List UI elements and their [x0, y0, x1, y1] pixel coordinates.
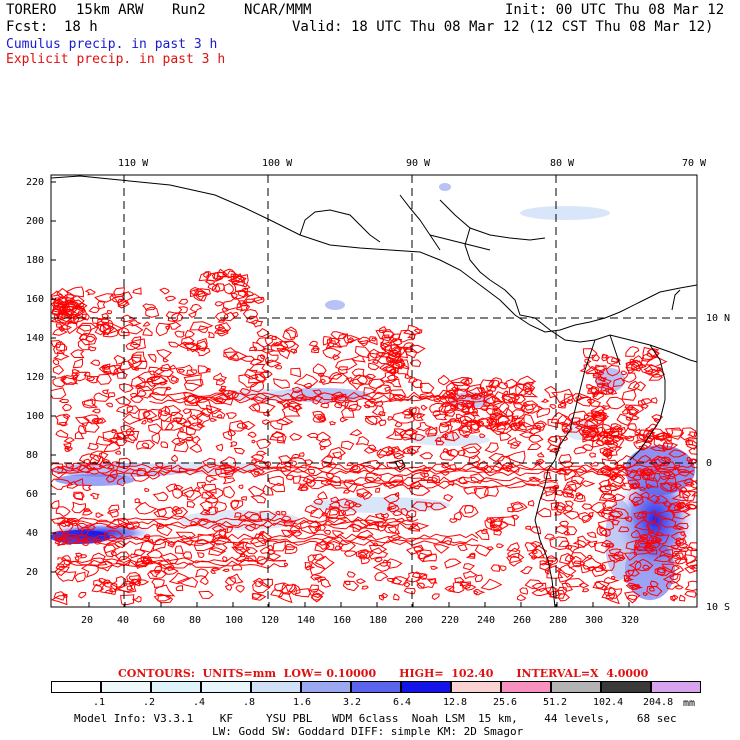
latitude-label: 10 S — [706, 602, 731, 613]
longitude-label: 100 W — [262, 158, 293, 169]
legend-swatch — [301, 681, 351, 693]
x-tick-label: 260 — [513, 615, 532, 626]
cumulus-precip-title: Cumulus precip. in past 3 h — [6, 37, 218, 52]
legend-swatch — [551, 681, 601, 693]
legend-label: 12.8 — [443, 697, 468, 708]
legend-label: 204.8 — [643, 697, 674, 708]
legend-label: 3.2 — [343, 697, 362, 708]
org-label: NCAR/MMM — [244, 2, 312, 18]
y-tick-label: 60 — [26, 489, 39, 500]
legend-swatch — [451, 681, 501, 693]
x-tick-label: 80 — [189, 615, 202, 626]
y-tick-label: 40 — [26, 528, 39, 539]
y-tick-label: 80 — [26, 450, 39, 461]
latitude-label: 0 — [706, 458, 713, 469]
x-tick-label: 60 — [153, 615, 166, 626]
x-tick-label: 200 — [405, 615, 424, 626]
x-tick-label: 140 — [297, 615, 316, 626]
legend-swatch — [651, 681, 701, 693]
model-resolution: 15km ARW — [76, 2, 144, 18]
x-tick-label: 120 — [261, 615, 280, 626]
legend-label: 51.2 — [543, 697, 568, 708]
longitude-label: 90 W — [406, 158, 431, 169]
valid-time: Valid: 18 UTC Thu 08 Mar 12 (12 CST Thu … — [292, 19, 714, 35]
coastlines — [51, 175, 697, 607]
lat-lon-grid — [51, 175, 697, 607]
legend-label: 25.6 — [493, 697, 518, 708]
x-tick-label: 280 — [549, 615, 568, 626]
legend-title: CONTOURS: UNITS=mm LOW= 0.10000 HIGH= 10… — [118, 667, 649, 680]
y-tick-label: 180 — [26, 255, 45, 266]
longitude-label: 80 W — [550, 158, 575, 169]
axis-ticks — [51, 181, 630, 607]
legend-swatch — [101, 681, 151, 693]
x-tick-label: 300 — [585, 615, 604, 626]
legend-swatch — [501, 681, 551, 693]
init-time: Init: 00 UTC Thu 08 Mar 12 — [505, 2, 725, 18]
precip-layer — [51, 183, 697, 606]
forecast-label: Fcst: — [6, 19, 49, 35]
forecast-hours: 18 h — [64, 19, 98, 35]
explicit-precip-title: Explicit precip. in past 3 h — [6, 52, 226, 67]
legend-swatch — [351, 681, 401, 693]
x-tick-label: 160 — [333, 615, 352, 626]
y-tick-label: 200 — [26, 216, 45, 227]
legend-label: .8 — [243, 697, 256, 708]
x-tick-label: 240 — [477, 615, 496, 626]
legend-label: .2 — [143, 697, 156, 708]
model-info: Model Info: V3.3.1 KF YSU PBL WDM 6class… — [74, 712, 677, 725]
legend-swatch — [401, 681, 451, 693]
y-tick-label: 220 — [26, 177, 45, 188]
x-tick-label: 20 — [81, 615, 94, 626]
explicit-precip-contours — [51, 268, 697, 606]
x-tick-label: 220 — [441, 615, 460, 626]
y-tick-label: 120 — [26, 372, 45, 383]
map-frame — [50, 174, 698, 608]
y-tick-label: 160 — [26, 294, 45, 305]
longitude-label: 110 W — [118, 158, 149, 169]
run-label: Run2 — [172, 2, 206, 18]
legend-swatch — [201, 681, 251, 693]
legend-swatch — [51, 681, 101, 693]
legend-label: .4 — [193, 697, 206, 708]
legend-swatch — [251, 681, 301, 693]
model-name: TORERO — [6, 2, 57, 18]
x-tick-label: 100 — [225, 615, 244, 626]
legend-label: 6.4 — [393, 697, 412, 708]
x-tick-label: 40 — [117, 615, 130, 626]
legend-swatch — [601, 681, 651, 693]
longitude-label: 70 W — [682, 158, 707, 169]
legend-units: mm — [683, 698, 696, 709]
legend-label: .1 — [93, 697, 106, 708]
x-tick-label: 180 — [369, 615, 388, 626]
latitude-label: 10 N — [706, 313, 731, 324]
legend-label: 1.6 — [293, 697, 312, 708]
legend-label: 102.4 — [593, 697, 624, 708]
y-tick-label: 140 — [26, 333, 45, 344]
y-tick-label: 100 — [26, 411, 45, 422]
x-tick-label: 320 — [621, 615, 640, 626]
y-tick-label: 20 — [26, 567, 39, 578]
model-physics: LW: Godd SW: Goddard DIFF: simple KM: 2D… — [212, 725, 524, 738]
legend-swatch — [151, 681, 201, 693]
